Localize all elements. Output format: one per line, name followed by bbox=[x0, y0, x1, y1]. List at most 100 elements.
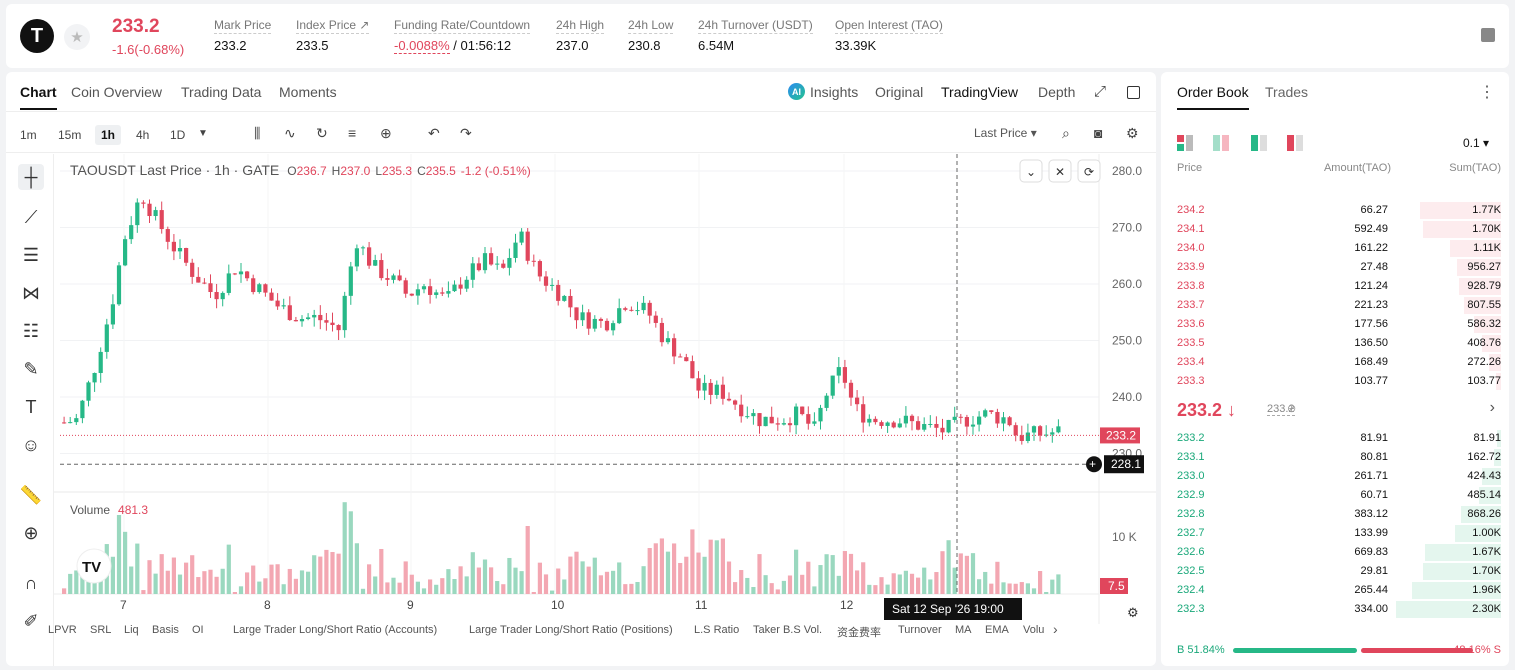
buy-ratio-label: B 51.84% bbox=[1177, 644, 1225, 656]
chart-settings-icon[interactable]: ⚙ bbox=[1127, 606, 1139, 621]
ask-row[interactable]: 233.3 103.77 103.77 bbox=[1161, 372, 1509, 391]
indicator-13[interactable]: Volu bbox=[1023, 624, 1045, 636]
ask-row[interactable]: 234.0 161.22 1.11K bbox=[1161, 239, 1509, 258]
fullscreen-icon[interactable] bbox=[1127, 86, 1140, 99]
bid-row[interactable]: 232.7 133.99 1.00K bbox=[1161, 524, 1509, 543]
precision-select[interactable]: 0.1 ▾ bbox=[1462, 136, 1489, 150]
bid-row[interactable]: 232.3 334.00 2.30K bbox=[1161, 600, 1509, 619]
settings-gear-icon[interactable]: ⚙ bbox=[1126, 125, 1139, 141]
indicator-0[interactable]: LPVR bbox=[48, 624, 77, 636]
original-view-button[interactable]: Original bbox=[875, 84, 924, 100]
view-both-alt-icon[interactable] bbox=[1213, 135, 1229, 151]
indicators-icon[interactable]: ∿ bbox=[284, 125, 296, 141]
candle bbox=[617, 308, 622, 324]
interval-1d[interactable]: 1D bbox=[170, 128, 186, 142]
indicator-12[interactable]: EMA bbox=[985, 624, 1009, 636]
expand-icon[interactable]: ⤢ bbox=[1094, 83, 1107, 100]
indicator-10[interactable]: Turnover bbox=[898, 624, 942, 636]
redo-icon[interactable]: ↷ bbox=[460, 125, 472, 141]
ask-row[interactable]: 233.5 136.50 408.76 bbox=[1161, 334, 1509, 353]
templates-icon[interactable]: ≡ bbox=[348, 125, 357, 141]
candle bbox=[208, 283, 213, 293]
ask-row[interactable]: 233.6 177.56 586.32 bbox=[1161, 315, 1509, 334]
bid-row[interactable]: 232.4 265.44 1.96K bbox=[1161, 581, 1509, 600]
magnet-icon[interactable]: ∩ bbox=[24, 572, 38, 593]
price-type-select[interactable]: Last Price ▾ bbox=[974, 126, 1037, 140]
indicator-5[interactable]: Large Trader Long/Short Ratio (Accounts) bbox=[233, 624, 438, 636]
candle bbox=[873, 418, 878, 423]
undo-icon[interactable]: ↶ bbox=[428, 125, 440, 141]
emoji-icon[interactable]: ☺ bbox=[21, 434, 41, 455]
camera-icon[interactable]: ◙ bbox=[1094, 125, 1103, 141]
notebook-icon[interactable] bbox=[1481, 28, 1495, 42]
volume-bar bbox=[373, 576, 378, 594]
ask-row[interactable]: 233.8 121.24 928.79 bbox=[1161, 277, 1509, 296]
bid-row[interactable]: 232.5 29.81 1.70K bbox=[1161, 562, 1509, 581]
reset-scale-icon[interactable]: ✕ bbox=[1048, 159, 1072, 183]
depth-button[interactable]: Depth bbox=[1038, 84, 1076, 100]
interval-4h[interactable]: 4h bbox=[136, 128, 150, 142]
scroll-right-icon[interactable]: › bbox=[1053, 621, 1058, 637]
candle-type-icon[interactable]: ⫼ bbox=[254, 125, 261, 141]
ask-row[interactable]: 233.7 221.23 807.55 bbox=[1161, 296, 1509, 315]
fib-icon[interactable]: ☷ bbox=[22, 320, 40, 341]
pencil-icon[interactable]: ✐ bbox=[23, 610, 39, 631]
tradingview-button[interactable]: TradingView bbox=[941, 84, 1019, 100]
bid-row[interactable]: 233.1 80.81 162.72 bbox=[1161, 448, 1509, 467]
view-both-icon[interactable] bbox=[1177, 135, 1193, 151]
tab-moments[interactable]: Moments bbox=[279, 84, 337, 100]
replay-icon[interactable]: ↻ bbox=[316, 125, 328, 141]
bid-row[interactable]: 232.9 60.71 485.14 bbox=[1161, 486, 1509, 505]
tab-coin-overview[interactable]: Coin Overview bbox=[71, 84, 163, 100]
more-icon[interactable]: ⋮ bbox=[1479, 84, 1495, 101]
interval-15m[interactable]: 15m bbox=[58, 128, 82, 142]
auto-scale-icon[interactable]: ⟳ bbox=[1077, 159, 1101, 183]
interval-1h[interactable]: 1h bbox=[95, 125, 122, 145]
text-tool-icon[interactable]: T bbox=[25, 396, 37, 417]
favorite-star-icon[interactable]: ★ bbox=[64, 24, 90, 50]
indicator-3[interactable]: Basis bbox=[152, 624, 179, 636]
indicator-2[interactable]: Liq bbox=[124, 624, 139, 636]
scroll-down-icon[interactable]: ⌄ bbox=[1019, 159, 1043, 183]
brush-icon[interactable]: ✎ bbox=[23, 358, 39, 379]
indicator-1[interactable]: SRL bbox=[90, 624, 112, 636]
indicator-7[interactable]: L.S Ratio bbox=[694, 624, 740, 636]
add-alert-icon[interactable] bbox=[1086, 456, 1102, 473]
indicator-11[interactable]: MA bbox=[955, 624, 972, 636]
ruler-icon[interactable]: 📏 bbox=[19, 484, 43, 505]
insights-button[interactable]: Insights bbox=[810, 84, 859, 100]
chevron-right-icon[interactable]: › bbox=[1489, 399, 1495, 416]
volume-bar bbox=[470, 552, 475, 594]
zoom-in-icon[interactable]: ⊕ bbox=[23, 522, 39, 543]
ask-row[interactable]: 233.9 27.48 956.27 bbox=[1161, 258, 1509, 277]
add-indicator-icon[interactable]: ⊕ bbox=[380, 125, 392, 141]
trendline-icon[interactable]: ⟋ bbox=[24, 206, 38, 227]
interval-1m[interactable]: 1m bbox=[20, 128, 37, 142]
horizontal-lines-icon[interactable]: ☰ bbox=[22, 244, 40, 265]
bid-row[interactable]: 233.2 81.91 81.91 bbox=[1161, 429, 1509, 448]
view-bids-icon[interactable] bbox=[1251, 135, 1267, 151]
ask-row[interactable]: 233.4 168.49 272.26 bbox=[1161, 353, 1509, 372]
indicator-4[interactable]: OI bbox=[192, 624, 204, 636]
indicator-8[interactable]: Taker B.S Vol. bbox=[753, 624, 823, 636]
search-icon[interactable]: ⌕ bbox=[1062, 125, 1070, 141]
stat-index-price[interactable]: Index Price ↗ 233.5 bbox=[296, 18, 370, 53]
tab-trading-data[interactable]: Trading Data bbox=[181, 84, 262, 100]
ask-row[interactable]: 234.2 66.27 1.77K bbox=[1161, 201, 1509, 220]
interval-dropdown-icon[interactable]: ▼ bbox=[198, 128, 208, 139]
indicator-6[interactable]: Large Trader Long/Short Ratio (Positions… bbox=[469, 624, 673, 636]
tab-chart[interactable]: Chart bbox=[20, 84, 57, 110]
tab-order-book[interactable]: Order Book bbox=[1177, 84, 1249, 110]
ask-row[interactable]: 234.1 592.49 1.70K bbox=[1161, 220, 1509, 239]
indicator-9[interactable]: 资金费率 bbox=[837, 627, 881, 639]
crosshair-icon[interactable]: ┼ bbox=[18, 164, 44, 190]
tab-trades[interactable]: Trades bbox=[1265, 84, 1309, 100]
bid-row[interactable]: 232.6 669.83 1.67K bbox=[1161, 543, 1509, 562]
bid-row[interactable]: 233.0 261.71 424.43 bbox=[1161, 467, 1509, 486]
view-asks-icon[interactable] bbox=[1287, 135, 1303, 151]
bid-row[interactable]: 232.8 383.12 868.26 bbox=[1161, 505, 1509, 524]
depth-bar bbox=[1423, 221, 1501, 238]
volume-bar bbox=[269, 564, 274, 594]
pattern-icon[interactable]: ⋈ bbox=[22, 282, 40, 303]
